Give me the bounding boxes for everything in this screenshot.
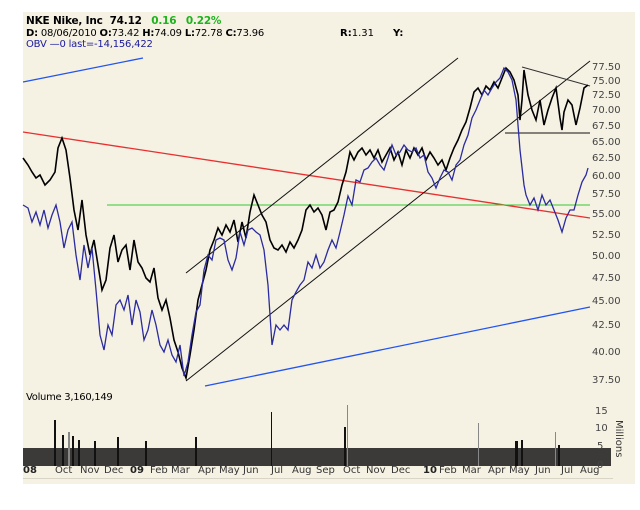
- x-tick: Aug: [292, 465, 312, 476]
- y-tick: 42.50: [592, 320, 621, 331]
- x-tick: Apr: [488, 465, 506, 476]
- r-value: 1.31: [351, 28, 374, 39]
- obv-series: [22, 66, 589, 377]
- y-tick: 60.00: [592, 171, 621, 182]
- y-tick: 70.00: [592, 105, 621, 116]
- x-tick: Feb: [150, 465, 168, 476]
- volume-tick: 5: [597, 441, 604, 452]
- ohlc-line: D: 08/06/2010 O:73.42 H:74.09 L:72.78 C:…: [26, 28, 264, 39]
- x-tick: Jul: [561, 465, 574, 476]
- blue-trendline-bottom: [204, 306, 591, 387]
- x-tick: Jun: [243, 465, 259, 476]
- close-label: C:: [225, 28, 237, 39]
- r-label: R:: [340, 28, 352, 39]
- date-label: D:: [26, 28, 38, 39]
- chart-scrollbar[interactable]: [23, 478, 613, 485]
- y-tick: 77.50: [592, 62, 621, 73]
- company-name: Nike, Inc: [52, 15, 103, 27]
- price-change-pct: 0.22%: [185, 15, 222, 27]
- y-tick: 75.00: [592, 76, 621, 87]
- low-value: 72.78: [194, 28, 223, 39]
- open-label: O:: [99, 28, 112, 39]
- volume-units: Millions: [613, 420, 624, 458]
- y-tick: 45.00: [592, 296, 621, 307]
- volume-tick: 15: [595, 406, 608, 417]
- x-tick: Dec: [104, 465, 124, 476]
- low-label: L:: [184, 28, 195, 39]
- flag-top-line: [521, 66, 591, 87]
- y-tick: 65.00: [592, 137, 621, 148]
- symbol: NKE: [26, 15, 50, 27]
- y-tick: 40.00: [592, 347, 621, 358]
- ratio-readout: R:1.31: [340, 28, 374, 39]
- red-trendline: [22, 131, 591, 219]
- price-change: 0.16: [151, 15, 177, 27]
- x-tick: 09: [130, 465, 144, 476]
- y-tick: 67.50: [592, 121, 621, 132]
- x-tick: Oct: [343, 465, 361, 476]
- volume-bars: [23, 405, 611, 466]
- y-tick: 52.50: [592, 230, 621, 241]
- price-series: [22, 66, 589, 381]
- x-tick: May: [509, 465, 530, 476]
- last-price: 74.12: [109, 15, 142, 27]
- y-tick: 57.50: [592, 189, 621, 200]
- x-tick: Dec: [391, 465, 411, 476]
- y-tick: 62.50: [592, 153, 621, 164]
- x-tick: Nov: [366, 465, 386, 476]
- x-tick: Nov: [80, 465, 100, 476]
- y-readout: Y:: [393, 28, 404, 39]
- y-tick: 72.50: [592, 90, 621, 101]
- volume-label: Volume 3,160,149: [26, 392, 113, 403]
- date-value: 08/06/2010: [40, 28, 97, 39]
- x-tick: Feb: [439, 465, 457, 476]
- x-tick: Sep: [316, 465, 335, 476]
- x-tick: Apr: [198, 465, 216, 476]
- x-tick: 10: [423, 465, 437, 476]
- x-tick: Mar: [171, 465, 190, 476]
- high-label: H:: [142, 28, 155, 39]
- y-tick: 50.00: [592, 251, 621, 262]
- y-tick: 37.50: [592, 375, 621, 386]
- y-tick: 47.50: [592, 273, 621, 284]
- high-value: 74.09: [154, 28, 182, 39]
- x-tick: Mar: [462, 465, 481, 476]
- x-tick: Jun: [535, 465, 551, 476]
- x-tick: 08: [23, 465, 37, 476]
- chart-title: NKE Nike, Inc 74.12 0.16 0.22%: [26, 15, 221, 27]
- x-tick: May: [219, 465, 240, 476]
- close-value: 73.96: [236, 28, 265, 39]
- open-value: 73.42: [111, 28, 140, 39]
- blue-trendline-top: [22, 57, 144, 83]
- channel-upper-line: [185, 57, 459, 274]
- x-tick: Oct: [55, 465, 73, 476]
- volume-tick: 10: [595, 423, 608, 434]
- obv-legend: OBV —0 last=-14,156,422: [26, 39, 153, 50]
- y-tick: 55.00: [592, 209, 621, 220]
- x-tick: Aug: [580, 465, 600, 476]
- x-tick: Jul: [271, 465, 284, 476]
- volume-tick: 0: [597, 460, 604, 471]
- channel-lower-line: [185, 60, 591, 382]
